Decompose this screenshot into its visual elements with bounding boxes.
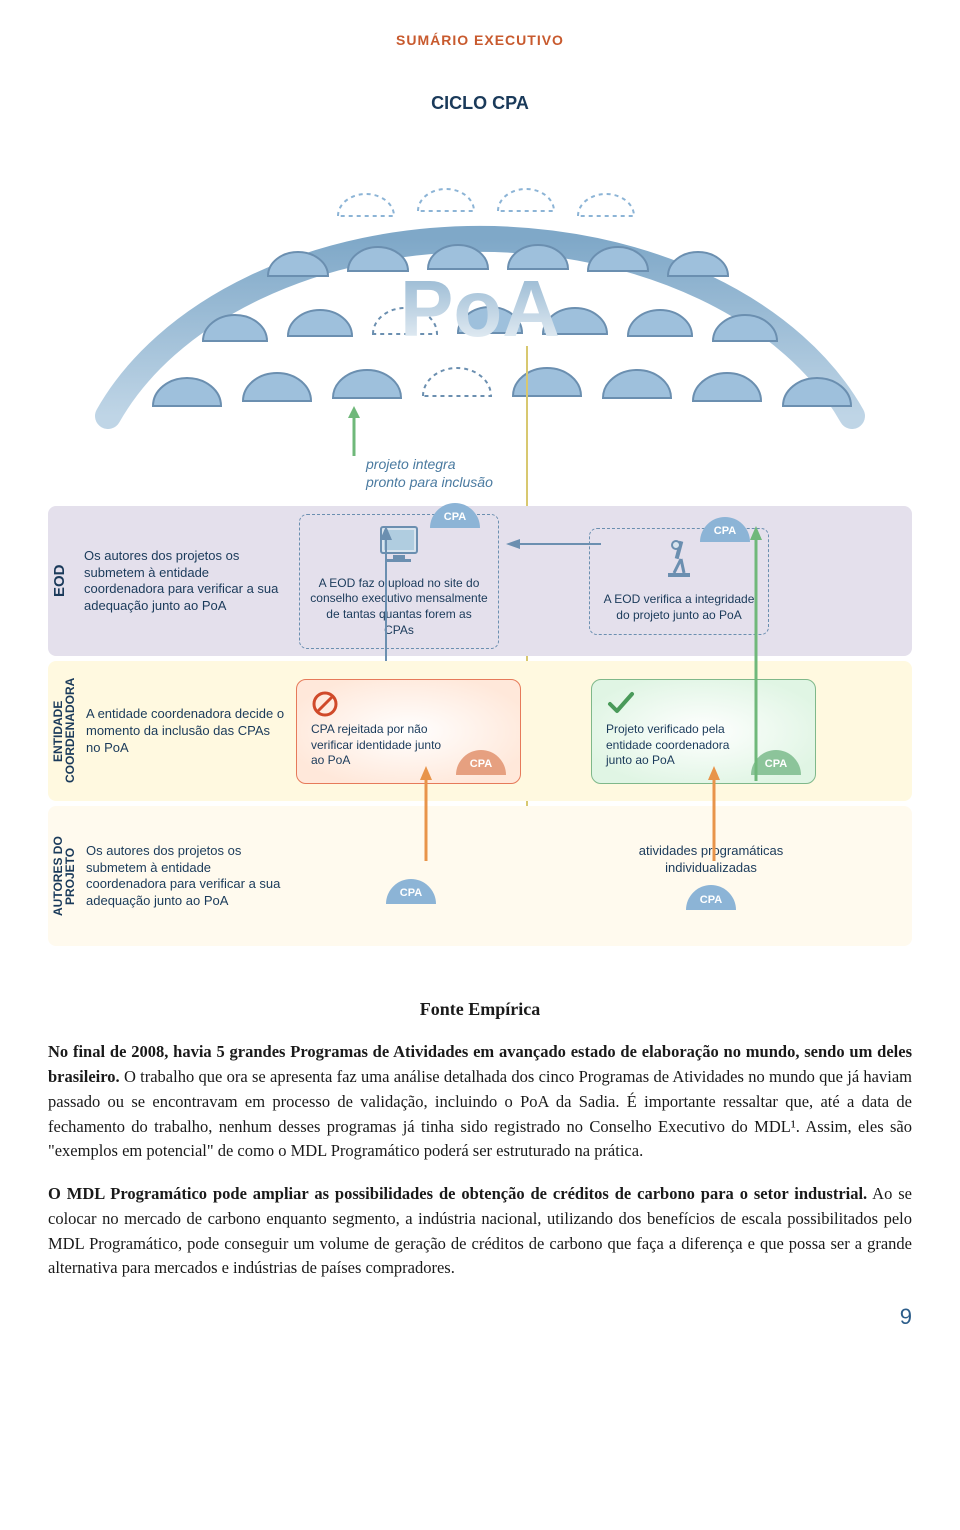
lane-aut-label: AUTORES DO PROJETO [48, 818, 80, 934]
arrow-up-green-1 [748, 526, 764, 786]
coord-text-1: A entidade coordenadora decide o momento… [86, 706, 286, 757]
cpa-badge: CPA [700, 517, 750, 542]
page-number: 9 [900, 1301, 912, 1333]
cpa-badge: CPA [386, 879, 436, 904]
prohibit-icon [311, 690, 339, 718]
check-icon [606, 690, 636, 716]
arrow-eod-left [506, 536, 606, 552]
arrow-projeto-integra [344, 406, 364, 460]
lane-coord: ENTIDADE COORDENADORA A entidade coorden… [48, 661, 912, 801]
fonte-label: Fonte Empírica [48, 996, 912, 1022]
arrow-up-orange-2 [706, 766, 722, 866]
coord-box-rejected: CPA CPA rejeitada por não verificar iden… [296, 679, 521, 784]
header-title: SUMÁRIO EXECUTIVO [48, 30, 912, 50]
eod-text-1: Os autores dos projetos os submetem à en… [84, 548, 289, 616]
paragraph-1: No final de 2008, havia 5 grandes Progra… [48, 1040, 912, 1164]
aut-text-1: Os autores dos projetos os submetem à en… [86, 843, 286, 911]
lane-eod-label: EOD [48, 518, 78, 644]
eod-box-verify: CPA A EOD verifica a integridade do proj… [589, 528, 769, 634]
lane-eod: EOD Os autores dos projetos os submetem … [48, 506, 912, 656]
ciclo-title: CICLO CPA [48, 90, 912, 116]
lane-coord-label: ENTIDADE COORDENADORA [48, 673, 80, 789]
ciclo-cpa-diagram: PoA projeto integra pronto para inclusão… [48, 136, 912, 956]
poa-text: PoA [400, 251, 560, 367]
aut-cpa-mid: CPA [296, 849, 526, 904]
eod-box-upload: CPA A EOD faz o upload no site do consel… [299, 514, 499, 650]
microscope-icon [664, 539, 694, 579]
arrow-up-blue-1 [378, 526, 394, 666]
coord-box-verified: CPA Projeto verificado pela entidade coo… [591, 679, 816, 784]
projeto-integra-label: projeto integra pronto para inclusão [366, 456, 493, 491]
arrow-up-orange-1 [418, 766, 434, 866]
paragraph-2: O MDL Programático pode ampliar as possi… [48, 1182, 912, 1281]
cpa-badge: CPA [686, 885, 736, 910]
cpa-badge: CPA [430, 503, 480, 528]
lane-autores: AUTORES DO PROJETO Os autores dos projet… [48, 806, 912, 946]
